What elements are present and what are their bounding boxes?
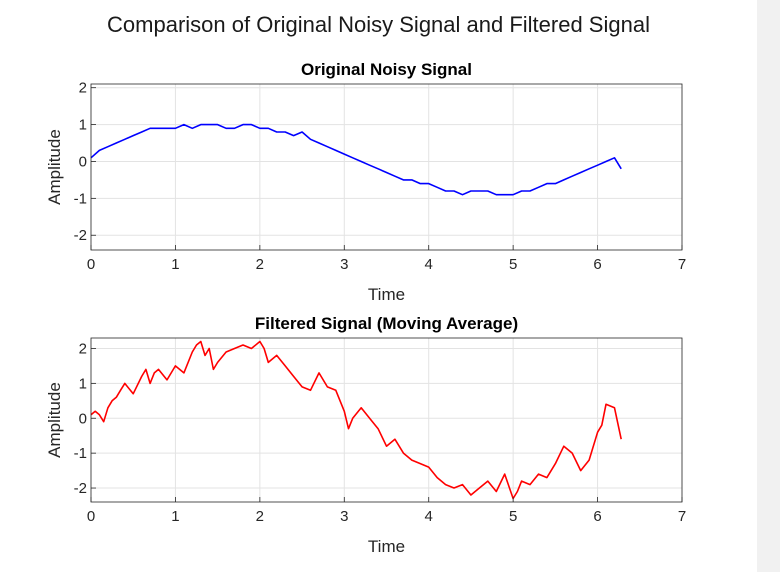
x-tick-label: 5 [509, 256, 517, 273]
x-tick-label: 2 [256, 508, 264, 525]
side-panel-strip [757, 0, 780, 572]
x-tick-label: 6 [593, 256, 601, 273]
y-tick-label: 2 [79, 80, 87, 97]
x-tick-label: 1 [171, 508, 179, 525]
x-tick-label: 1 [171, 256, 179, 273]
y-tick-label: -2 [74, 480, 87, 497]
y-tick-label: 1 [79, 375, 87, 392]
x-tick-label: 7 [678, 508, 686, 525]
x-tick-label: 7 [678, 256, 686, 273]
x-tick-label: 2 [256, 256, 264, 273]
x-tick-label: 0 [87, 256, 95, 273]
x-axis-label: Time [368, 537, 405, 556]
y-tick-label: -1 [74, 445, 87, 462]
charts-svg: 0 1 2 3 4 5 6 7 -2 -1 0 1 2 Original Noisy Signal Time… [45, 60, 686, 556]
series-line [90, 123, 622, 196]
x-tick-label: 4 [425, 508, 433, 525]
y-tick-label: 2 [79, 340, 87, 357]
y-axis-label: Amplitude [45, 382, 64, 458]
axes-box [90, 337, 683, 503]
series-line [90, 340, 622, 500]
x-tick-label: 0 [87, 508, 95, 525]
y-tick-label: 0 [79, 410, 87, 427]
x-tick-label: 5 [509, 508, 517, 525]
x-tick-label: 4 [425, 256, 433, 273]
x-axis-label: Time [368, 285, 405, 304]
x-tick-label: 3 [340, 256, 348, 273]
subplot-title: Filtered Signal (Moving Average) [255, 314, 518, 333]
x-tick-label: 6 [593, 508, 601, 525]
y-tick-label: 1 [79, 117, 87, 134]
figure-title: Comparison of Original Noisy Signal and … [107, 12, 650, 37]
y-tick-label: -2 [74, 227, 87, 244]
y-axis-label: Amplitude [45, 129, 64, 205]
x-tick-label: 3 [340, 508, 348, 525]
axes-box [90, 83, 683, 251]
y-tick-label: -1 [74, 190, 87, 207]
subplot-title: Original Noisy Signal [301, 60, 472, 79]
y-tick-label: 0 [79, 153, 87, 170]
